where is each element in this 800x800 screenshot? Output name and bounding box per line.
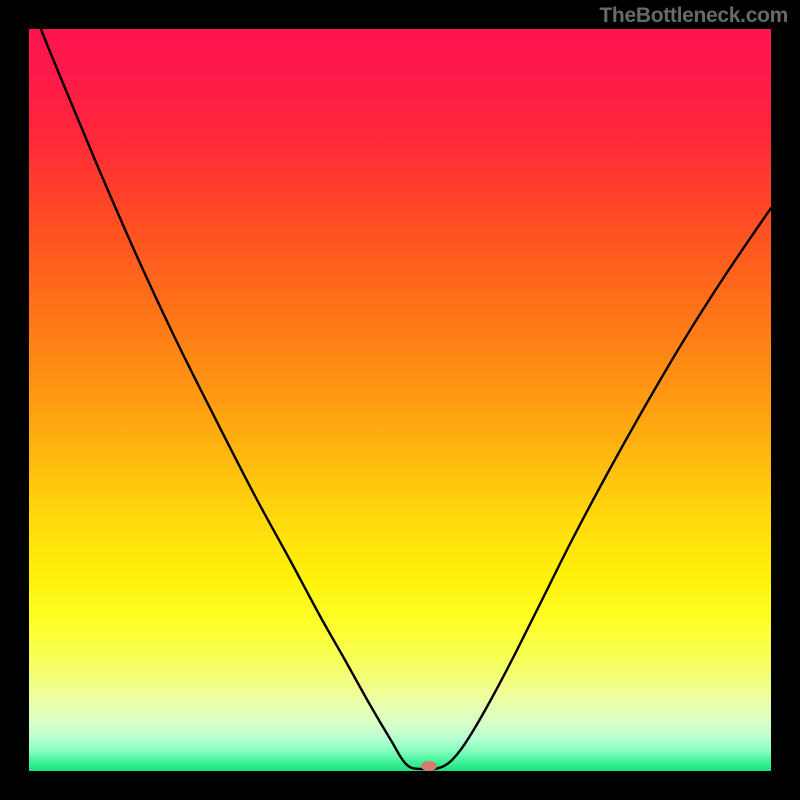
- chart-container: TheBottleneck.com: [0, 0, 800, 800]
- bottleneck-chart: [0, 0, 800, 800]
- watermark-text: TheBottleneck.com: [599, 4, 788, 28]
- plot-background: [29, 29, 771, 771]
- optimal-marker: [421, 761, 437, 771]
